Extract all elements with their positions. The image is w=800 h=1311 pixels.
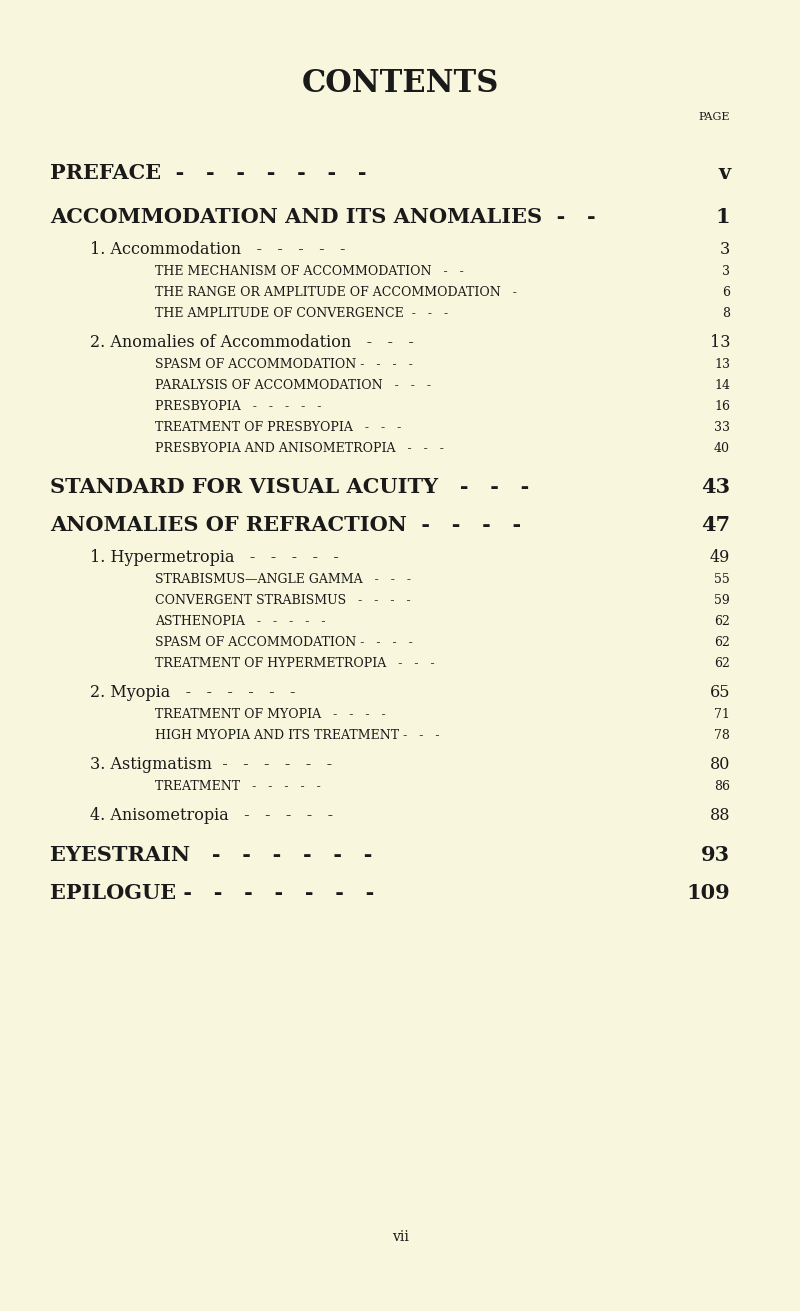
Text: 62: 62 [714, 615, 730, 628]
Text: 109: 109 [686, 884, 730, 903]
Text: HIGH MYOPIA AND ITS TREATMENT -   -   -: HIGH MYOPIA AND ITS TREATMENT - - - [155, 729, 439, 742]
Text: SPASM OF ACCOMMODATION -   -   -   -: SPASM OF ACCOMMODATION - - - - [155, 358, 413, 371]
Text: PRESBYOPIA   -   -   -   -   -: PRESBYOPIA - - - - - [155, 400, 322, 413]
Text: SPASM OF ACCOMMODATION -   -   -   -: SPASM OF ACCOMMODATION - - - - [155, 636, 413, 649]
Text: 13: 13 [714, 358, 730, 371]
Text: 13: 13 [710, 334, 730, 351]
Text: 3: 3 [720, 241, 730, 258]
Text: PAGE: PAGE [698, 111, 730, 122]
Text: 8: 8 [722, 307, 730, 320]
Text: 40: 40 [714, 442, 730, 455]
Text: TREATMENT OF HYPERMETROPIA   -   -   -: TREATMENT OF HYPERMETROPIA - - - [155, 657, 434, 670]
Text: 6: 6 [722, 286, 730, 299]
Text: CONTENTS: CONTENTS [302, 68, 498, 100]
Text: 65: 65 [710, 684, 730, 701]
Text: 47: 47 [701, 515, 730, 535]
Text: THE AMPLITUDE OF CONVERGENCE  -   -   -: THE AMPLITUDE OF CONVERGENCE - - - [155, 307, 448, 320]
Text: 1. Hypermetropia   -   -   -   -   -: 1. Hypermetropia - - - - - [90, 549, 339, 566]
Text: vii: vii [391, 1230, 409, 1244]
Text: THE RANGE OR AMPLITUDE OF ACCOMMODATION   -: THE RANGE OR AMPLITUDE OF ACCOMMODATION … [155, 286, 517, 299]
Text: 71: 71 [714, 708, 730, 721]
Text: 86: 86 [714, 780, 730, 793]
Text: 78: 78 [714, 729, 730, 742]
Text: 14: 14 [714, 379, 730, 392]
Text: 1: 1 [715, 207, 730, 227]
Text: 4. Anisometropia   -   -   -   -   -: 4. Anisometropia - - - - - [90, 808, 333, 825]
Text: TREATMENT OF MYOPIA   -   -   -   -: TREATMENT OF MYOPIA - - - - [155, 708, 386, 721]
Text: 93: 93 [701, 846, 730, 865]
Text: 33: 33 [714, 421, 730, 434]
Text: EPILOGUE -   -   -   -   -   -   -: EPILOGUE - - - - - - - [50, 884, 374, 903]
Text: 3: 3 [722, 265, 730, 278]
Text: 1. Accommodation   -   -   -   -   -: 1. Accommodation - - - - - [90, 241, 346, 258]
Text: 80: 80 [710, 756, 730, 773]
Text: 55: 55 [714, 573, 730, 586]
Text: ACCOMMODATION AND ITS ANOMALIES  -   -: ACCOMMODATION AND ITS ANOMALIES - - [50, 207, 596, 227]
Text: 43: 43 [701, 477, 730, 497]
Text: STRABISMUS—ANGLE GAMMA   -   -   -: STRABISMUS—ANGLE GAMMA - - - [155, 573, 411, 586]
Text: ANOMALIES OF REFRACTION  -   -   -   -: ANOMALIES OF REFRACTION - - - - [50, 515, 521, 535]
Text: 62: 62 [714, 657, 730, 670]
Text: EYESTRAIN   -   -   -   -   -   -: EYESTRAIN - - - - - - [50, 846, 372, 865]
Text: 62: 62 [714, 636, 730, 649]
Text: 16: 16 [714, 400, 730, 413]
Text: v: v [718, 163, 730, 184]
Text: 2. Myopia   -   -   -   -   -   -: 2. Myopia - - - - - - [90, 684, 295, 701]
Text: 59: 59 [714, 594, 730, 607]
Text: ASTHENOPIA   -   -   -   -   -: ASTHENOPIA - - - - - [155, 615, 326, 628]
Text: PREFACE  -   -   -   -   -   -   -: PREFACE - - - - - - - [50, 163, 366, 184]
Text: TREATMENT OF PRESBYOPIA   -   -   -: TREATMENT OF PRESBYOPIA - - - [155, 421, 402, 434]
Text: 49: 49 [710, 549, 730, 566]
Text: THE MECHANISM OF ACCOMMODATION   -   -: THE MECHANISM OF ACCOMMODATION - - [155, 265, 464, 278]
Text: 88: 88 [710, 808, 730, 825]
Text: PARALYSIS OF ACCOMMODATION   -   -   -: PARALYSIS OF ACCOMMODATION - - - [155, 379, 431, 392]
Text: PRESBYOPIA AND ANISOMETROPIA   -   -   -: PRESBYOPIA AND ANISOMETROPIA - - - [155, 442, 444, 455]
Text: 3. Astigmatism  -   -   -   -   -   -: 3. Astigmatism - - - - - - [90, 756, 332, 773]
Text: CONVERGENT STRABISMUS   -   -   -   -: CONVERGENT STRABISMUS - - - - [155, 594, 410, 607]
Text: TREATMENT   -   -   -   -   -: TREATMENT - - - - - [155, 780, 321, 793]
Text: 2. Anomalies of Accommodation   -   -   -: 2. Anomalies of Accommodation - - - [90, 334, 414, 351]
Text: STANDARD FOR VISUAL ACUITY   -   -   -: STANDARD FOR VISUAL ACUITY - - - [50, 477, 530, 497]
